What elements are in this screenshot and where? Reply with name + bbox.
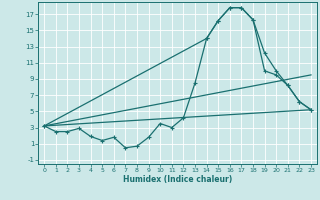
X-axis label: Humidex (Indice chaleur): Humidex (Indice chaleur) (123, 175, 232, 184)
